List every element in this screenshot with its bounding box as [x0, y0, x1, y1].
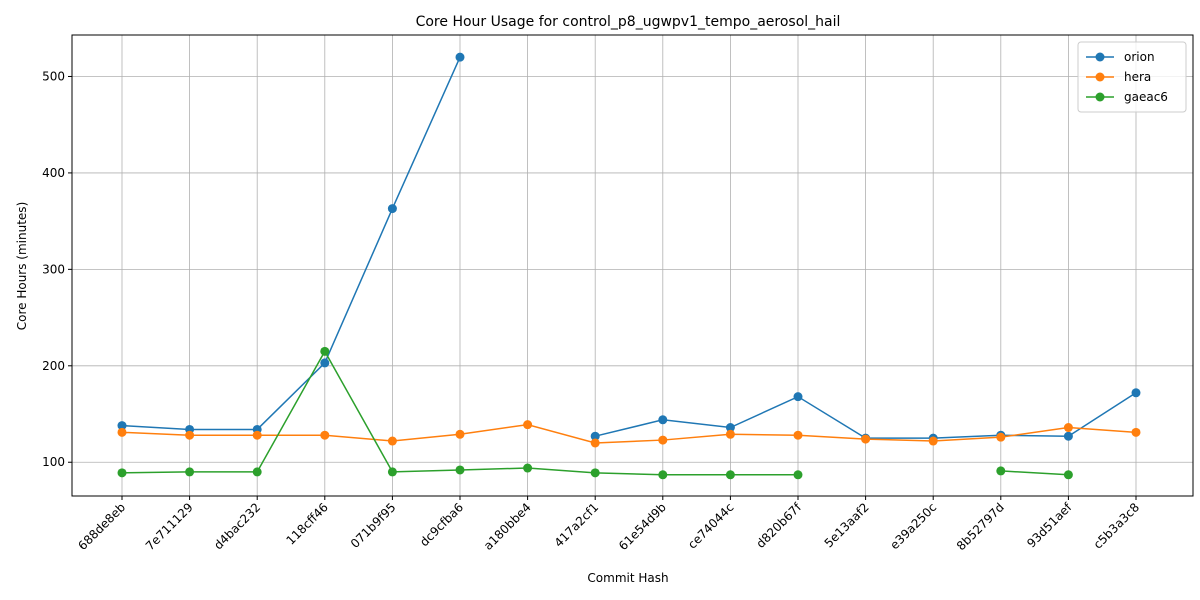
data-point-hera [1063, 423, 1073, 433]
series-line-orion [121, 56, 461, 431]
data-point-gaeac6 [996, 466, 1006, 476]
data-point-gaeac6 [590, 468, 600, 478]
data-point-orion [387, 204, 397, 214]
y-axis-label: Core Hours (minutes) [15, 202, 29, 331]
data-point-orion [725, 423, 735, 433]
legend: orion hera gaeac6 [1077, 41, 1187, 113]
data-point-gaeac6 [387, 467, 397, 477]
data-point-hera [387, 436, 397, 446]
data-point-gaeac6 [1063, 470, 1073, 480]
grid [72, 35, 1193, 496]
legend-box [1077, 41, 1187, 113]
data-point-gaeac6 [185, 467, 195, 477]
plot-frame [71, 34, 1194, 497]
data-point-hera [185, 430, 195, 440]
series-gaeac6 [117, 346, 1073, 480]
data-point-orion [793, 392, 803, 402]
data-point-hera [996, 432, 1006, 442]
data-point-hera [523, 420, 533, 430]
data-point-orion [320, 358, 330, 368]
y-tick-label: 100 [42, 455, 65, 469]
series-line-hera [121, 423, 1137, 444]
y-axis: 100 200 300 400 500 [42, 69, 72, 469]
legend-label: orion [1124, 50, 1155, 64]
data-point-gaeac6 [725, 470, 735, 480]
data-point-gaeac6 [455, 465, 465, 475]
series-line-gaeac6 [1000, 470, 1069, 476]
data-point-hera [117, 427, 127, 437]
data-point-orion [455, 52, 465, 62]
data-point-orion [590, 431, 600, 441]
data-point-hera [320, 430, 330, 440]
legend-label: gaeac6 [1124, 90, 1168, 104]
data-point-orion [1063, 431, 1073, 441]
series-orion [117, 52, 1141, 443]
series-hera [117, 420, 1141, 448]
data-point-hera [793, 430, 803, 440]
y-tick-label: 200 [42, 359, 65, 373]
data-point-hera [725, 429, 735, 439]
data-point-gaeac6 [523, 463, 533, 473]
data-point-orion [117, 421, 127, 431]
data-point-gaeac6 [793, 470, 803, 480]
data-point-gaeac6 [117, 468, 127, 478]
data-point-orion [1131, 388, 1141, 398]
data-point-gaeac6 [320, 346, 330, 356]
data-point-hera [928, 436, 938, 446]
data-point-hera [252, 430, 262, 440]
data-point-hera [1131, 427, 1141, 437]
series-layer [117, 52, 1141, 480]
data-point-hera [861, 434, 871, 444]
legend-label: hera [1124, 70, 1151, 84]
data-point-hera [590, 438, 600, 448]
data-point-gaeac6 [252, 467, 262, 477]
data-point-gaeac6 [658, 470, 668, 480]
data-point-orion [658, 415, 668, 425]
y-tick-label: 400 [42, 166, 65, 180]
x-axis-label: Commit Hash [587, 571, 668, 585]
chart-title: Core Hour Usage for control_p8_ugwpv1_te… [416, 14, 841, 30]
legend-marker [1095, 92, 1105, 102]
data-point-hera [455, 429, 465, 439]
legend-marker [1095, 72, 1105, 82]
y-tick-label: 500 [42, 69, 65, 83]
legend-marker [1095, 52, 1105, 62]
data-point-hera [658, 435, 668, 445]
y-tick-label: 300 [42, 262, 65, 276]
